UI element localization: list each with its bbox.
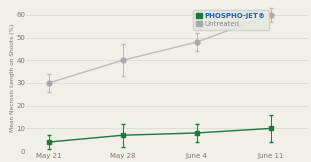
Y-axis label: Mean Necrosis Length on Shoots (%): Mean Necrosis Length on Shoots (%) <box>10 23 15 132</box>
Legend: PHOSPHO-JET®, Untreated: PHOSPHO-JET®, Untreated <box>193 10 269 30</box>
